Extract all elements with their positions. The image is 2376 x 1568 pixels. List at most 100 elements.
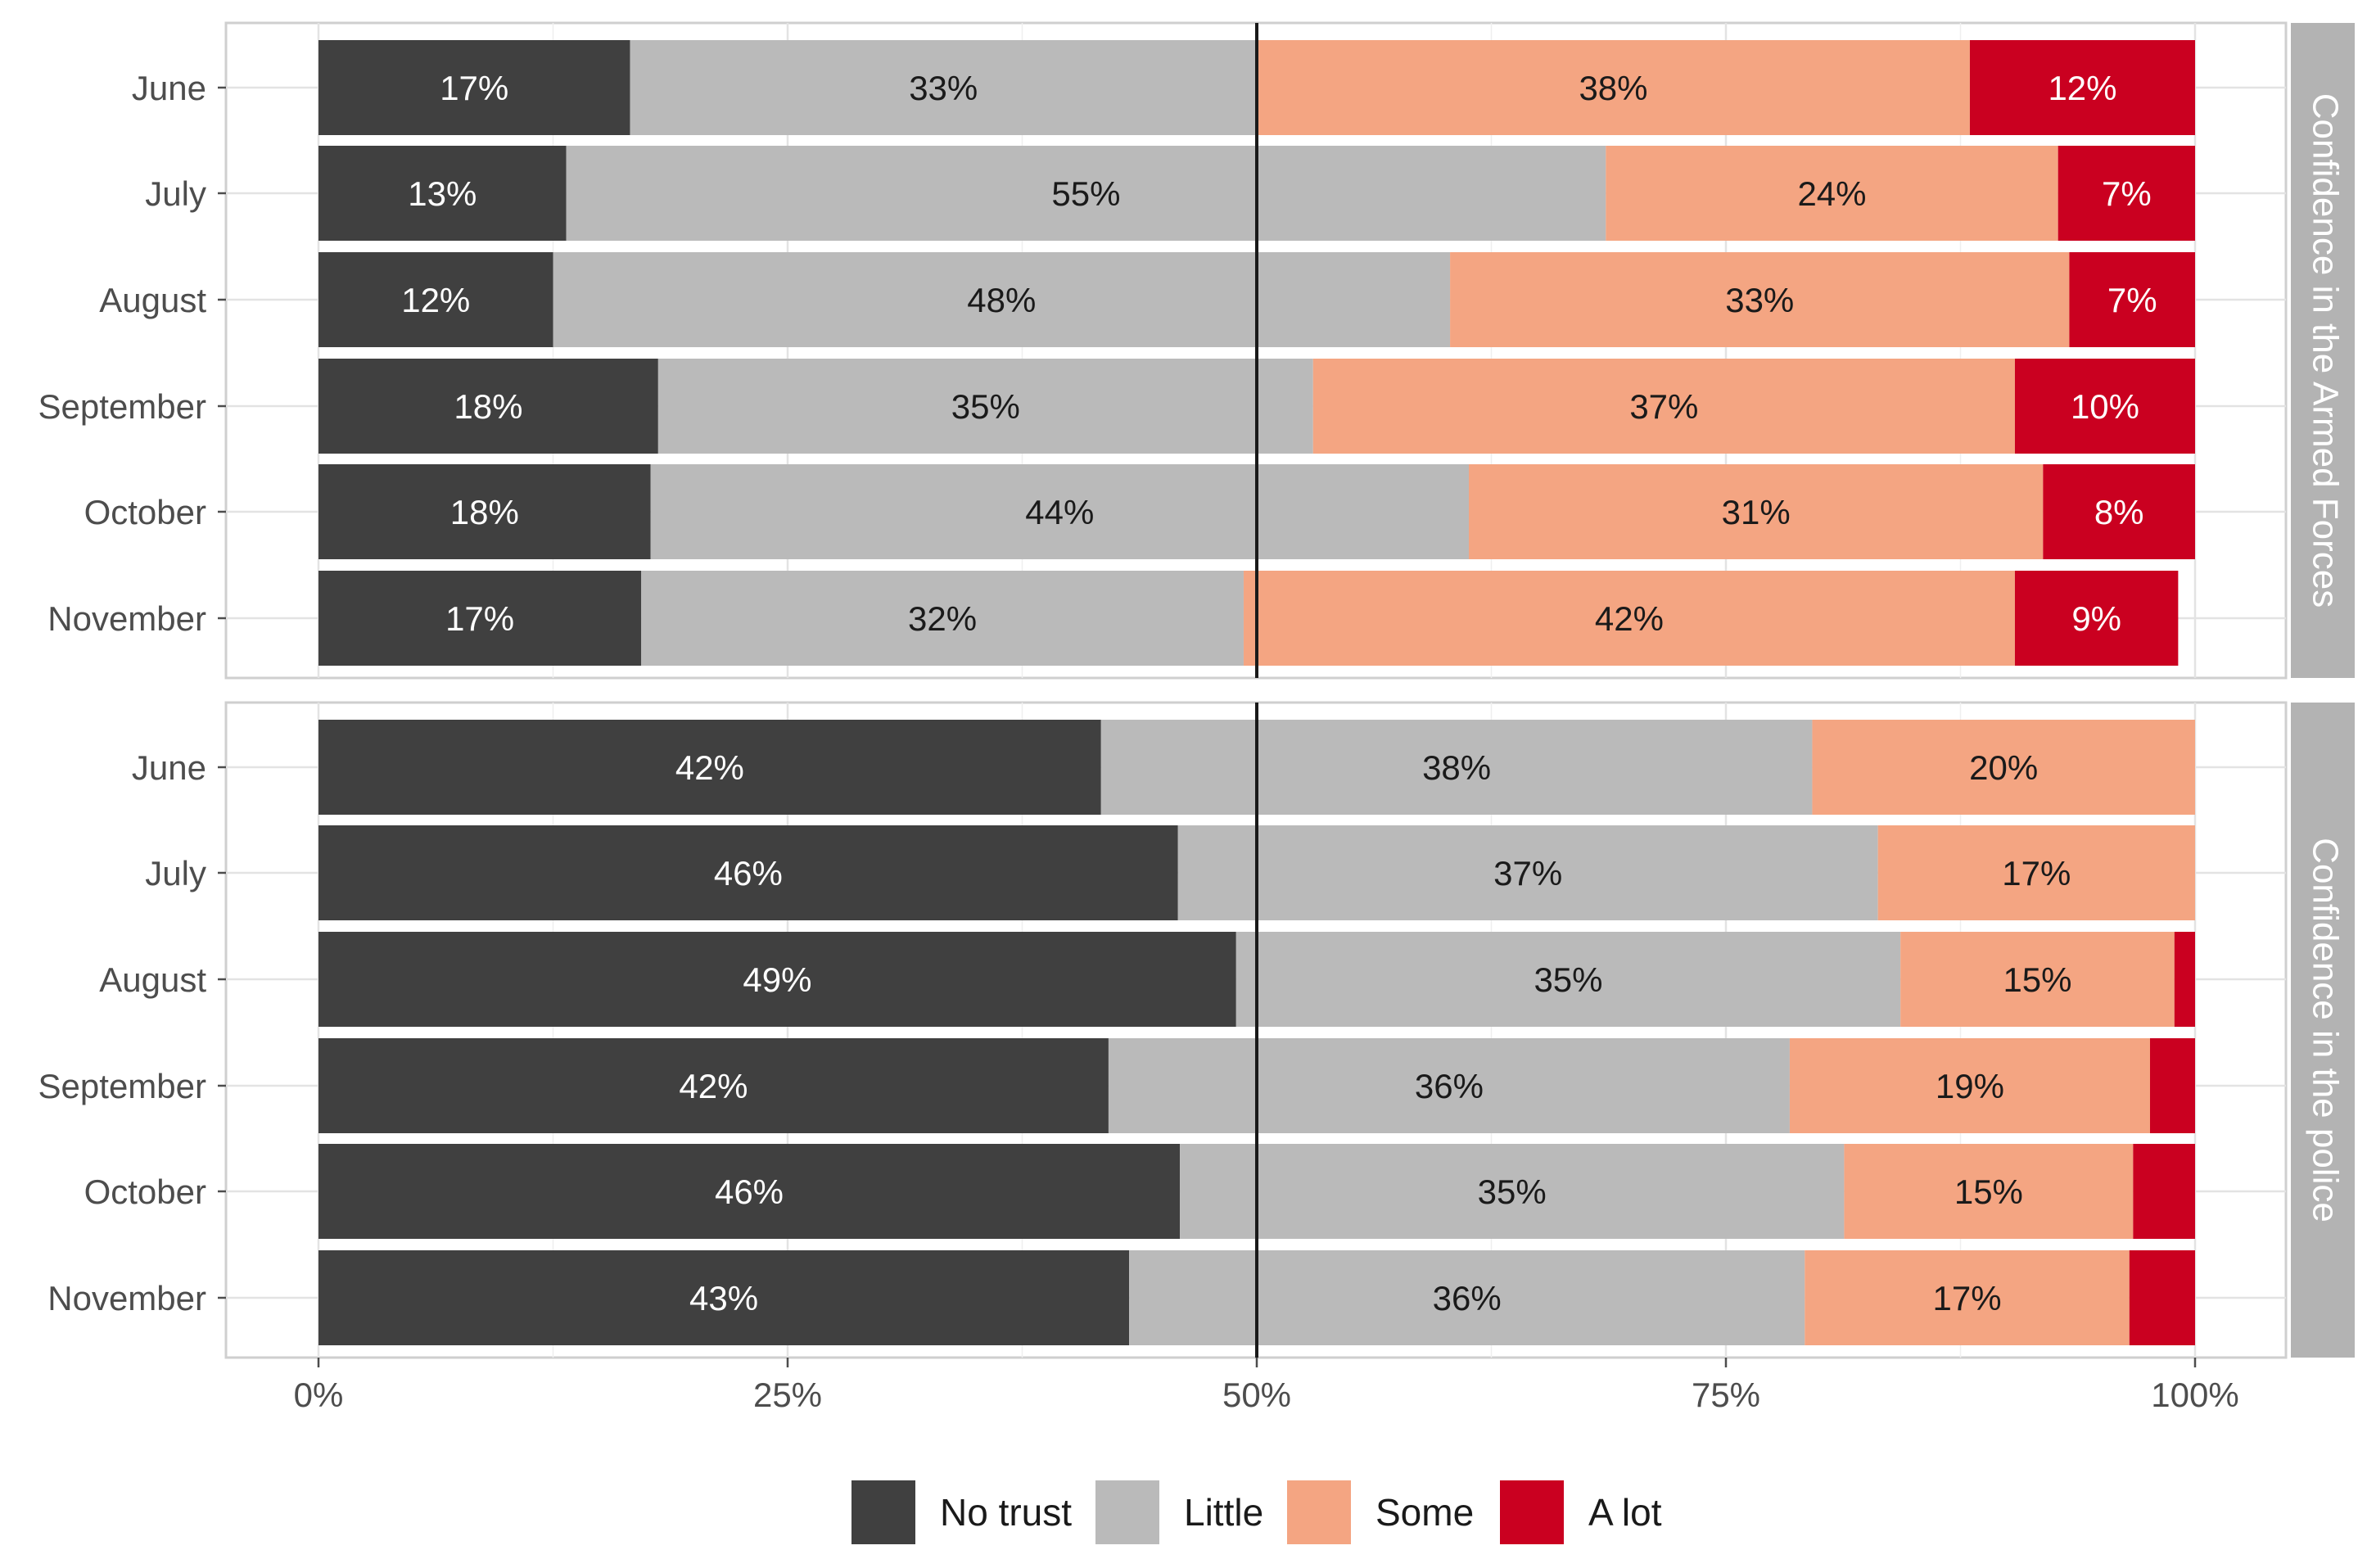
bar-value-label: 17% [440, 69, 508, 107]
bar-value-label: 32% [908, 599, 977, 638]
bar-value-label: 24% [1797, 174, 1866, 213]
y-axis-tick-label: August [99, 960, 206, 999]
bar-value-label: 48% [967, 281, 1036, 319]
bar-segment-little [1180, 1144, 1845, 1239]
bar-value-label: 38% [1422, 748, 1491, 787]
bar-value-label: 43% [689, 1279, 758, 1317]
bar-segment-no-trust [318, 932, 1236, 1027]
bar-segment-some [1450, 252, 2070, 347]
bar-segment-no-trust [318, 1038, 1109, 1133]
bar-segment-no-trust [318, 1250, 1130, 1345]
bar-value-label: 35% [951, 387, 1020, 426]
bar-segment-no-trust [318, 720, 1101, 815]
x-axis-tick-label: 25% [753, 1376, 822, 1414]
bar-segment-a-lot [2129, 1250, 2195, 1345]
legend-key [1287, 1480, 1351, 1544]
bar-value-label: 13% [408, 174, 477, 213]
facet-strip [2291, 703, 2355, 1358]
y-axis-tick-label: September [38, 1067, 206, 1105]
bar-segment-little [650, 464, 1469, 559]
bar-value-label: 35% [1534, 960, 1602, 999]
bar-value-label: 42% [679, 1067, 748, 1105]
bar-value-label: 37% [1493, 854, 1562, 892]
bar-segment-some [1789, 1038, 2150, 1133]
bar-value-label: 18% [450, 493, 519, 531]
y-axis-tick-label: July [145, 174, 206, 213]
bar-value-label: 36% [1415, 1067, 1484, 1105]
bar-segment-no-trust [318, 40, 630, 135]
x-axis-tick-label: 75% [1692, 1376, 1760, 1414]
bar-value-label: 8% [2094, 493, 2144, 531]
bar-value-label: 38% [1579, 69, 1647, 107]
bar-segment-some [1900, 932, 2175, 1027]
bar-value-label: 42% [1595, 599, 1664, 638]
bar-value-label: 55% [1051, 174, 1120, 213]
bar-segment-some [1468, 464, 2044, 559]
bar-value-label: 12% [2048, 69, 2116, 107]
bar-segment-some [1812, 720, 2195, 815]
bar-value-label: 15% [1954, 1173, 2023, 1211]
facet-strip-label: Confidence in the Armed Forces [2305, 93, 2345, 608]
bar-segment-a-lot [2174, 932, 2195, 1027]
bar-segment-no-trust [318, 359, 658, 454]
bar-value-label: 42% [675, 748, 744, 787]
bar-value-label: 17% [1932, 1279, 2001, 1317]
bar-value-label: 37% [1629, 387, 1698, 426]
y-axis-tick-label: October [84, 493, 206, 531]
bar-segment-no-trust [318, 571, 642, 666]
bar-segment-little [553, 252, 1451, 347]
bar-value-label: 46% [715, 1173, 784, 1211]
bar-segment-a-lot [2149, 1038, 2195, 1133]
bar-segment-no-trust [318, 464, 651, 559]
y-axis-tick-label: November [47, 599, 206, 638]
bar-value-label: 17% [2002, 854, 2071, 892]
bar-segment-little [1129, 1250, 1805, 1345]
bar-segment-no-trust [318, 146, 567, 241]
y-axis-tick-label: October [84, 1173, 206, 1211]
legend-key [1095, 1480, 1159, 1544]
bar-segment-some [1844, 1144, 2134, 1239]
bar-value-label: 7% [2107, 281, 2157, 319]
y-axis-tick-label: June [132, 748, 206, 787]
bar-value-label: 15% [2003, 960, 2071, 999]
y-axis-tick-label: June [132, 69, 206, 107]
bar-segment-a-lot [2043, 464, 2195, 559]
bar-segment-little [630, 40, 1257, 135]
bar-segment-some [1257, 40, 1970, 135]
legend-key [851, 1480, 915, 1544]
bar-value-label: 7% [2102, 174, 2152, 213]
bar-value-label: 9% [2071, 599, 2121, 638]
facet-strip [2291, 23, 2355, 678]
bar-segment-no-trust [318, 1144, 1181, 1239]
y-axis-tick-label: November [47, 1279, 206, 1317]
bar-value-label: 10% [2071, 387, 2139, 426]
bar-value-label: 49% [743, 960, 811, 999]
bar-segment-a-lot [1969, 40, 2195, 135]
legend-label: A lot [1588, 1491, 1662, 1534]
y-axis-tick-label: September [38, 387, 206, 426]
bar-segment-no-trust [318, 252, 553, 347]
bar-segment-little [641, 571, 1244, 666]
bar-segment-little [1108, 1038, 1790, 1133]
y-axis-tick-label: August [99, 281, 206, 319]
bar-value-label: 44% [1025, 493, 1094, 531]
bar-segment-some [1312, 359, 2015, 454]
x-axis-tick-label: 0% [294, 1376, 344, 1414]
bar-segment-a-lot [2014, 571, 2179, 666]
bar-value-label: 20% [1969, 748, 2038, 787]
bar-value-label: 31% [1722, 493, 1791, 531]
facet-strip-label: Confidence in the police [2305, 838, 2345, 1222]
bar-segment-a-lot [2133, 1144, 2195, 1239]
bar-value-label: 19% [1936, 1067, 2004, 1105]
bar-segment-a-lot [2058, 146, 2195, 241]
bar-segment-little [1235, 932, 1901, 1027]
bar-value-label: 33% [909, 69, 978, 107]
bar-segment-little [1100, 720, 1813, 815]
bar-value-label: 36% [1433, 1279, 1502, 1317]
bar-value-label: 18% [454, 387, 522, 426]
legend-label: Some [1375, 1491, 1474, 1534]
x-axis-tick-label: 50% [1222, 1376, 1291, 1414]
bar-value-label: 17% [445, 599, 514, 638]
bar-value-label: 33% [1725, 281, 1794, 319]
